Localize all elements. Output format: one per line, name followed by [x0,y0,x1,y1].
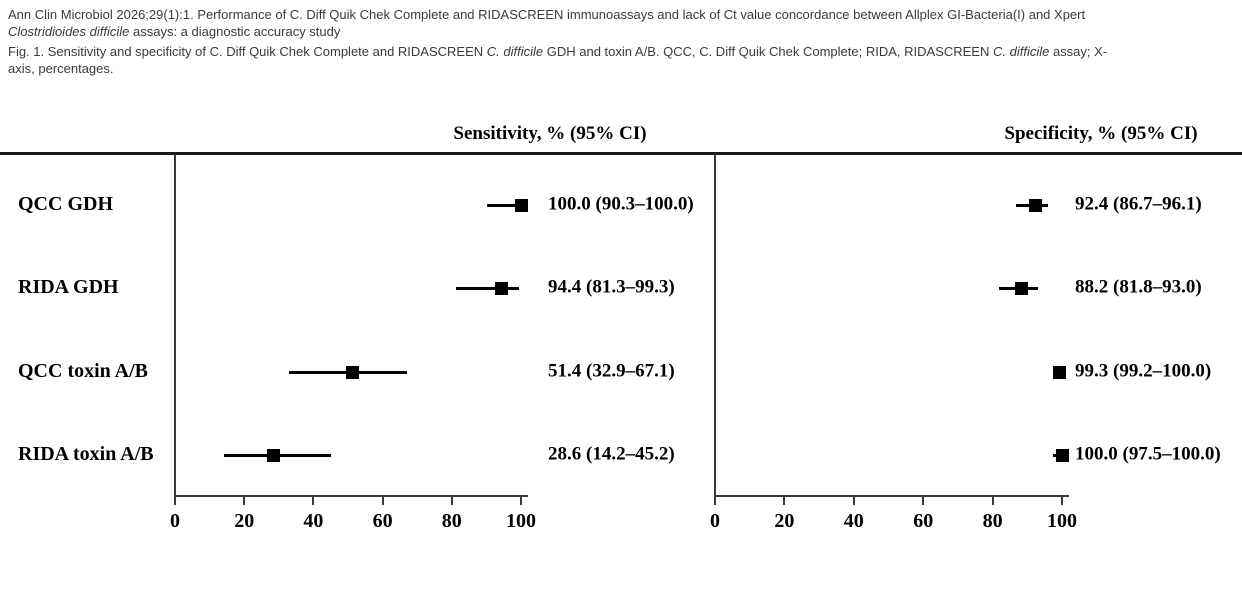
sensitivity-ci-line [456,287,519,290]
specificity-x-tick [991,497,994,505]
specificity-x-tick [922,497,925,505]
specificity-x-tick-label: 80 [982,510,1003,532]
specificity-estimate-text: 99.3 (99.2–100.0) [1075,360,1212,382]
sensitivity-x-tick-label: 0 [170,510,180,532]
specificity-y-axis [714,154,716,495]
specificity-point-marker [1053,365,1067,379]
fig-legend-italic-2: C. difficile [992,44,1050,59]
sensitivity-x-tick [312,497,315,505]
caption-line-4: axis, percentages. [8,60,1236,77]
sensitivity-estimate-text: 94.4 (81.3–99.3) [548,276,675,298]
row-label-qcc-gdh: QCC GDH [18,193,113,216]
specificity-x-tick [783,497,786,505]
specificity-x-tick-label: 60 [913,510,934,532]
fig-legend-text-4: axis, percentages. [8,61,114,76]
specificity-point-marker [1029,198,1043,212]
citation-text-cont: assays: a diagnostic accuracy study [129,24,341,39]
header-rule [0,152,1242,155]
sensitivity-point-marker [514,198,528,212]
sensitivity-x-tick [450,497,453,505]
sensitivity-x-tick-label: 80 [441,510,462,532]
sensitivity-point-marker [346,365,360,379]
specificity-x-tick-label: 20 [774,510,795,532]
figure-caption: Ann Clin Microbiol 2026;29(1):1. Perform… [8,6,1236,77]
fig-legend-italic-1: C. difficile [486,44,544,59]
specificity-x-axis [714,495,1069,497]
sensitivity-x-tick [520,497,522,505]
specificity-x-tick [714,497,716,505]
sensitivity-estimate-text: 100.0 (90.3–100.0) [548,193,694,215]
sensitivity-estimate-text: 28.6 (14.2–45.2) [548,443,675,465]
sensitivity-x-tick [381,497,384,505]
specificity-x-tick [1061,497,1063,505]
specificity-estimate-text: 100.0 (97.5–100.0) [1075,443,1221,465]
sensitivity-x-tick [243,497,246,505]
row-label-qcc-toxin-a-b: QCC toxin A/B [18,360,149,383]
sensitivity-estimate-text: 51.4 (32.9–67.1) [548,360,675,382]
sensitivity-x-tick-label: 60 [372,510,393,532]
fig-legend-text-2: GDH and toxin A/B. QCC, C. Diff Quik Che… [543,44,993,59]
sensitivity-x-tick-label: 20 [234,510,255,532]
specificity-estimate-text: 88.2 (81.8–93.0) [1075,276,1202,298]
sensitivity-ci-line [487,204,521,207]
specificity-point-marker [1055,448,1069,462]
specificity-estimate-text: 92.4 (86.7–96.1) [1075,193,1202,215]
sensitivity-x-tick-label: 100 [506,510,536,532]
sensitivity-x-tick [174,497,176,505]
citation-text: Ann Clin Microbiol 2026;29(1):1. Perform… [8,7,1086,22]
sensitivity-panel-header: Sensitivity, % (95% CI) [453,123,647,144]
sensitivity-point-marker [495,281,509,295]
specificity-x-tick-label: 40 [843,510,864,532]
specificity-panel-header: Specificity, % (95% CI) [1004,123,1198,144]
row-label-rida-toxin-a-b: RIDA toxin A/B [18,443,154,466]
sensitivity-x-tick-label: 40 [303,510,324,532]
specificity-x-tick [852,497,855,505]
fig-legend-text-1: Fig. 1. Sensitivity and specificity of C… [8,44,487,59]
caption-line-1: Ann Clin Microbiol 2026;29(1):1. Perform… [8,6,1236,23]
sensitivity-y-axis [174,154,176,495]
sensitivity-point-marker [267,448,281,462]
sensitivity-x-axis [174,495,528,497]
specificity-x-tick-label: 100 [1047,510,1077,532]
specificity-point-marker [1014,281,1028,295]
caption-line-2: Clostridioides difficile assays: a diagn… [8,23,1236,40]
specificity-x-tick-label: 0 [710,510,720,532]
caption-line-3: Fig. 1. Sensitivity and specificity of C… [8,43,1236,60]
row-label-rida-gdh: RIDA GDH [18,276,119,299]
fig-legend-text-3: assay; X- [1049,44,1108,59]
citation-species-italic: Clostridioides difficile [8,24,130,39]
